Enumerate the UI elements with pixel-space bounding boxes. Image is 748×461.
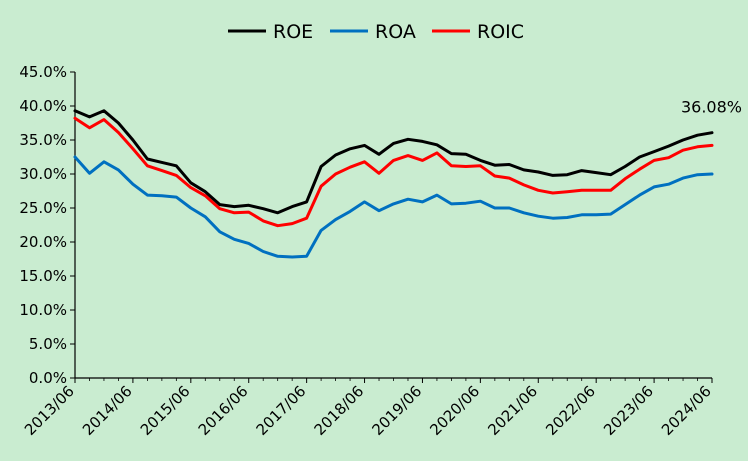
x-tick-label: 2019/06 (368, 382, 425, 439)
x-tick-label: 2014/06 (79, 382, 136, 439)
series-line-roe (73, 109, 714, 215)
x-tick-label: 2013/06 (21, 382, 78, 439)
y-tick-label: 5.0% (29, 335, 67, 353)
x-tick-label: 2018/06 (311, 382, 368, 439)
x-tick-label: 2016/06 (195, 382, 252, 439)
y-tick-label: 20.0% (19, 233, 67, 251)
y-tick-label: 10.0% (19, 301, 67, 319)
series-line-roa (73, 155, 714, 259)
legend-label-roa: ROA (375, 21, 416, 43)
legend: ROE ROA ROIC (228, 21, 524, 43)
y-tick-label: 15.0% (19, 267, 67, 285)
series-line-roic (73, 116, 714, 228)
y-axis: 0.0% 5.0% 10.0% 15.0% 20.0% 25.0% 30.0% 35.0% 40… (19, 63, 76, 387)
x-axis: 2013/06 2014/06 2015/06 2016/06 2017/06 2018/… (21, 377, 715, 439)
x-tick-label: 2021/06 (484, 382, 541, 439)
x-tick-label: 2024/06 (658, 382, 715, 439)
legend-label-roic: ROIC (477, 21, 524, 43)
x-tick-label: 2023/06 (600, 382, 657, 439)
series-group (73, 109, 714, 259)
legend-label-roe: ROE (273, 21, 313, 43)
y-tick-label: 30.0% (19, 165, 67, 183)
y-tick-label: 40.0% (19, 97, 67, 115)
y-tick-label: 25.0% (19, 199, 67, 217)
x-tick-label: 2015/06 (137, 382, 194, 439)
x-tick-label: 2020/06 (426, 382, 483, 439)
y-tick-label: 35.0% (19, 131, 67, 149)
y-tick-label: 0.0% (29, 369, 67, 387)
annotation-group: 36.08% (681, 98, 742, 117)
y-tick-label: 45.0% (19, 63, 67, 81)
x-tick-label: 2017/06 (253, 382, 310, 439)
data-label-roe-latest: 36.08% (681, 98, 742, 117)
x-tick-label: 2022/06 (542, 382, 599, 439)
